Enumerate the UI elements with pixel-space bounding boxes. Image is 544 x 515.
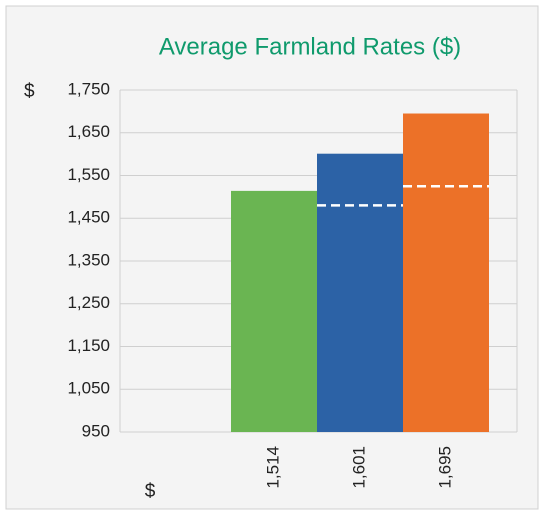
y-prefix: $ <box>24 81 35 102</box>
value-label: 1,601 <box>349 446 368 489</box>
y-tick-label: 1,650 <box>67 122 110 141</box>
bar <box>231 190 317 432</box>
value-label: 1,695 <box>435 446 454 489</box>
bar <box>317 153 403 432</box>
x-tick-label: $ <box>145 481 156 502</box>
y-tick-label: 1,550 <box>67 165 110 184</box>
value-label: 1,514 <box>263 446 282 489</box>
y-tick-label: 1,250 <box>67 293 110 312</box>
y-tick-label: 1,350 <box>67 250 110 269</box>
y-tick-label: 1,450 <box>67 208 110 227</box>
y-tick-label: 950 <box>82 421 110 440</box>
chart-title: Average Farmland Rates ($) <box>159 33 461 60</box>
bar <box>403 113 489 432</box>
y-tick-label: 1,750 <box>67 79 110 98</box>
y-tick-label: 1,050 <box>67 379 110 398</box>
y-tick-label: 1,150 <box>67 336 110 355</box>
